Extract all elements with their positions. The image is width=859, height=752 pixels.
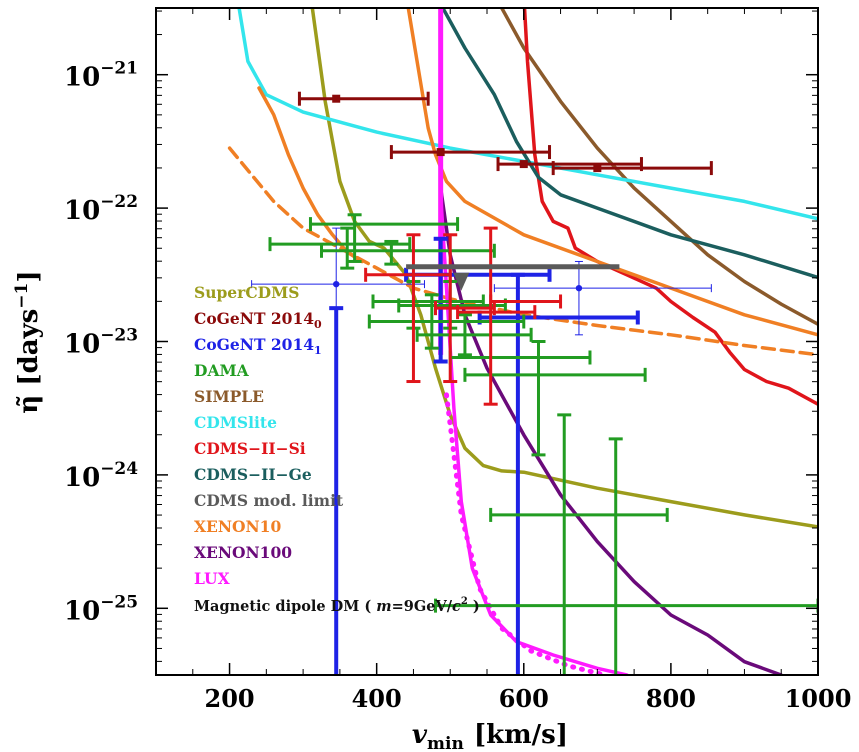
y-tick-label: 10−23 xyxy=(64,326,138,360)
x-axis-label: vmin [km/s] xyxy=(412,720,568,752)
curve-cdms2si xyxy=(522,8,818,406)
errorbar xyxy=(320,239,496,266)
y-axis-label-sup: −1 xyxy=(12,283,32,309)
errorbar xyxy=(456,226,537,406)
x-tick-label: 200 xyxy=(205,684,255,713)
errorbar xyxy=(448,340,592,457)
errorbar xyxy=(329,306,344,675)
errorbar xyxy=(308,213,460,263)
x-tick-label: 400 xyxy=(352,684,402,713)
legend-entry: SIMPLE xyxy=(194,387,264,406)
legend-entry: XENON100 xyxy=(194,543,292,562)
legend-entry: DAMA xyxy=(194,361,250,380)
errorbar xyxy=(389,145,552,160)
legend-entry: CDMS mod. limit xyxy=(194,491,344,510)
curve-lux_dotted xyxy=(444,392,608,675)
legend-entry: CDMS−II−Si xyxy=(194,439,306,458)
x-tick-label: 1000 xyxy=(785,684,852,713)
y-tick-label: 10−25 xyxy=(64,592,138,626)
x-axis-label-unit: [km/s] xyxy=(474,720,568,750)
y-axis-label-main: η̃ [days xyxy=(14,309,44,414)
errorbar xyxy=(268,226,412,270)
y-tick-label: 10−22 xyxy=(64,192,138,226)
legend-entry: CDMS−II−Ge xyxy=(194,465,312,484)
errorbar xyxy=(489,294,563,309)
y-axis-label: η̃ [days−1] xyxy=(12,270,44,413)
curve-cdmslite xyxy=(237,8,818,221)
legend-entry: CoGeNT 20141 xyxy=(194,335,322,357)
curve-simple xyxy=(499,8,818,326)
errorbar xyxy=(367,293,526,350)
annotation-magnetic-dipole: Magnetic dipole DM ( m=9GeV/c2 ) xyxy=(194,596,480,615)
errorbar xyxy=(434,598,818,613)
errorbar xyxy=(415,313,533,357)
legend-entry: XENON10 xyxy=(194,517,281,536)
errorbar xyxy=(551,161,713,176)
y-axis-label-close: ] xyxy=(14,270,44,282)
errorbar xyxy=(489,437,669,675)
errorbar xyxy=(434,233,496,384)
x-tick-label: 600 xyxy=(499,684,549,713)
curve-cdms2ge xyxy=(440,8,818,280)
legend-entry: CoGeNT 20140 xyxy=(194,309,322,331)
x-tick-label: 800 xyxy=(646,684,696,713)
errorbar xyxy=(493,260,712,336)
x-axis-label-sub: min xyxy=(427,734,464,752)
errorbar xyxy=(463,367,647,675)
legend-entry: SuperCDMS xyxy=(194,283,299,302)
cdms-mod-limit-arrow xyxy=(453,272,470,291)
legend-entry: CDMSlite xyxy=(194,413,277,432)
legend-entry: LUX xyxy=(194,569,231,588)
curve-xenon10_solid xyxy=(406,8,818,337)
errorbar xyxy=(297,91,430,106)
y-tick-label: 10−21 xyxy=(64,59,138,93)
y-tick-label: 10−24 xyxy=(64,459,138,493)
